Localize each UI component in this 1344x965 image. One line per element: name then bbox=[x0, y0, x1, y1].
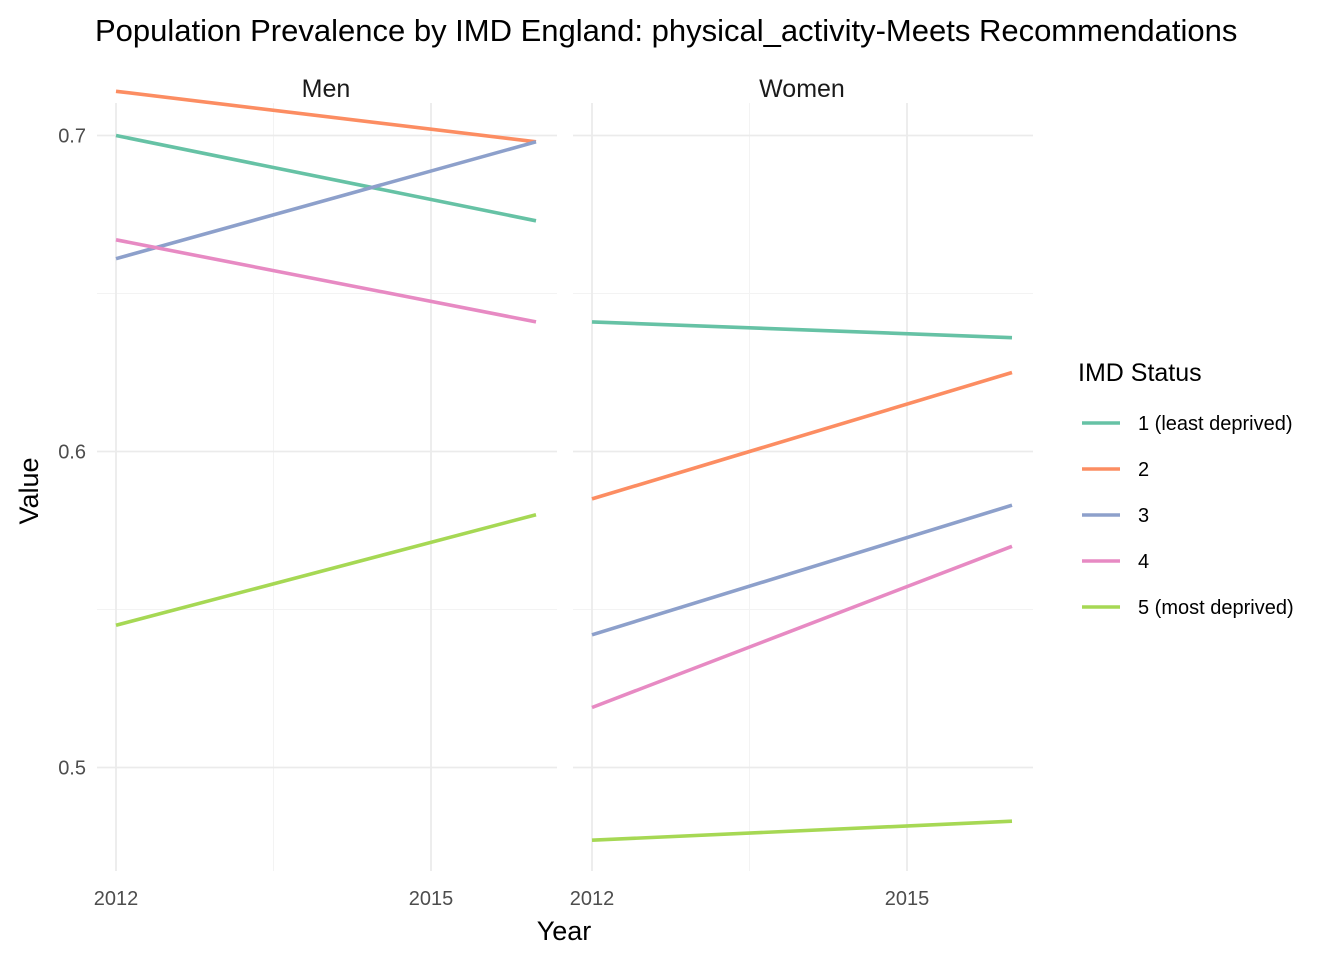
legend-label: 4 bbox=[1138, 551, 1149, 573]
series-line-women-2 bbox=[591, 370, 1013, 501]
series-line-men-4 bbox=[115, 238, 537, 324]
series-line-women-3 bbox=[591, 503, 1013, 637]
facet-panel-women: Women 2012 2015 bbox=[570, 75, 1033, 910]
legend-item: 5 (most deprived) bbox=[1082, 597, 1294, 619]
series-line-men-1 bbox=[115, 133, 537, 223]
y-tick-label: 0.5 bbox=[58, 758, 86, 780]
y-tick-label: 0.6 bbox=[58, 442, 86, 464]
legend-items: 1 (least deprived) 2 3 4 5 (most deprived) bbox=[1082, 413, 1294, 619]
legend-label: 5 (most deprived) bbox=[1138, 597, 1294, 619]
legend-label: 1 (least deprived) bbox=[1138, 413, 1293, 435]
y-tick-label: 0.7 bbox=[58, 126, 86, 148]
chart-title: Population Prevalence by IMD England: ph… bbox=[95, 13, 1237, 48]
series-line-women-1 bbox=[591, 320, 1013, 340]
series-line-men-3 bbox=[115, 140, 537, 261]
x-axis-title: Year bbox=[537, 916, 592, 946]
facet-strip-label-women: Women bbox=[759, 75, 845, 103]
series-line-men-5 bbox=[115, 512, 537, 628]
x-tick-label-women: 2012 bbox=[570, 888, 615, 910]
series-line-women-5 bbox=[591, 819, 1013, 842]
facet-strip-label-men: Men bbox=[302, 75, 351, 103]
facet-panel-men: Men 2012 2015 0.5 0.6 0.7 bbox=[58, 75, 557, 910]
legend-title: IMD Status bbox=[1078, 359, 1202, 387]
series-line-men-2 bbox=[115, 89, 537, 144]
legend-label: 3 bbox=[1138, 505, 1149, 527]
legend-label: 2 bbox=[1138, 459, 1149, 481]
x-tick-label-men: 2012 bbox=[94, 888, 139, 910]
series-line-women-4 bbox=[591, 544, 1013, 710]
x-tick-label-men: 2015 bbox=[409, 888, 454, 910]
legend-item: 2 bbox=[1082, 459, 1149, 481]
legend-item: 4 bbox=[1082, 551, 1149, 573]
y-axis-title: Value bbox=[14, 457, 44, 524]
legend-item: 1 (least deprived) bbox=[1082, 413, 1293, 435]
x-tick-label-women: 2015 bbox=[885, 888, 930, 910]
facet-panels: Men 2012 2015 0.5 0.6 0.7 Women 2012 2015 bbox=[58, 75, 1033, 910]
legend: IMD Status 1 (least deprived) 2 3 4 5 (most … bbox=[1078, 359, 1294, 619]
legend-item: 3 bbox=[1082, 505, 1149, 527]
